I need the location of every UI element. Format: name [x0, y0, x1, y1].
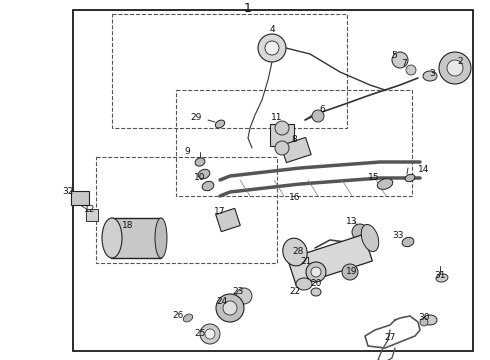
Text: 4: 4: [269, 26, 275, 35]
Text: 9: 9: [184, 148, 190, 157]
Circle shape: [420, 318, 428, 326]
Ellipse shape: [405, 174, 415, 182]
Ellipse shape: [402, 237, 414, 247]
Text: 20: 20: [310, 279, 322, 288]
Ellipse shape: [283, 238, 307, 266]
Circle shape: [342, 264, 358, 280]
Ellipse shape: [102, 218, 122, 258]
Circle shape: [258, 34, 286, 62]
Text: 29: 29: [190, 113, 202, 122]
Ellipse shape: [183, 314, 193, 322]
Text: 14: 14: [418, 166, 430, 175]
Text: 17: 17: [214, 207, 226, 216]
Text: 10: 10: [194, 174, 206, 183]
Text: 28: 28: [293, 248, 304, 256]
Ellipse shape: [311, 288, 321, 296]
Ellipse shape: [155, 218, 167, 258]
Text: 6: 6: [319, 105, 325, 114]
Text: 11: 11: [271, 113, 283, 122]
Text: 18: 18: [122, 221, 134, 230]
Circle shape: [311, 267, 321, 277]
Text: 12: 12: [84, 206, 96, 215]
Circle shape: [447, 60, 463, 76]
Text: 8: 8: [291, 135, 297, 144]
Bar: [216, 208, 240, 231]
Bar: [270, 124, 294, 146]
Text: 23: 23: [232, 288, 244, 297]
Bar: [111, 218, 161, 258]
Text: 19: 19: [346, 267, 358, 276]
Circle shape: [216, 294, 244, 322]
Ellipse shape: [436, 274, 448, 282]
Bar: [176, 90, 412, 196]
Ellipse shape: [361, 224, 379, 252]
Circle shape: [439, 52, 471, 84]
Bar: [96, 157, 277, 263]
Circle shape: [223, 301, 237, 315]
Text: 16: 16: [289, 194, 301, 202]
Bar: [73, 10, 473, 351]
Text: 13: 13: [346, 217, 358, 226]
Circle shape: [312, 110, 324, 122]
Text: 33: 33: [392, 231, 404, 240]
Bar: [288, 234, 372, 286]
Text: 31: 31: [434, 271, 446, 280]
Circle shape: [200, 324, 220, 344]
Circle shape: [265, 41, 279, 55]
Circle shape: [205, 329, 215, 339]
Ellipse shape: [423, 315, 437, 325]
Text: 5: 5: [391, 51, 397, 60]
Text: 32: 32: [62, 188, 74, 197]
Text: 22: 22: [290, 288, 301, 297]
Ellipse shape: [215, 120, 225, 128]
Text: 27: 27: [384, 333, 396, 342]
Text: 24: 24: [217, 297, 228, 306]
Text: 15: 15: [368, 174, 380, 183]
Ellipse shape: [296, 278, 312, 290]
Text: 3: 3: [429, 69, 435, 78]
Bar: [112, 14, 347, 128]
Circle shape: [236, 288, 252, 304]
Text: 2: 2: [457, 58, 463, 67]
Text: 7: 7: [401, 59, 407, 68]
Ellipse shape: [377, 179, 393, 189]
Text: 1: 1: [244, 1, 252, 14]
Ellipse shape: [198, 169, 210, 179]
Text: 21: 21: [300, 257, 312, 266]
Bar: [86, 209, 98, 221]
Circle shape: [306, 262, 326, 282]
Ellipse shape: [195, 158, 205, 166]
Circle shape: [275, 121, 289, 135]
Ellipse shape: [423, 71, 437, 81]
Text: 25: 25: [195, 329, 206, 338]
Ellipse shape: [202, 181, 214, 191]
Circle shape: [406, 65, 416, 75]
Bar: [281, 138, 311, 163]
Bar: [71, 191, 89, 205]
Circle shape: [392, 52, 408, 68]
Circle shape: [275, 141, 289, 155]
Text: 30: 30: [418, 314, 430, 323]
Circle shape: [352, 224, 368, 240]
Text: 26: 26: [172, 311, 184, 320]
